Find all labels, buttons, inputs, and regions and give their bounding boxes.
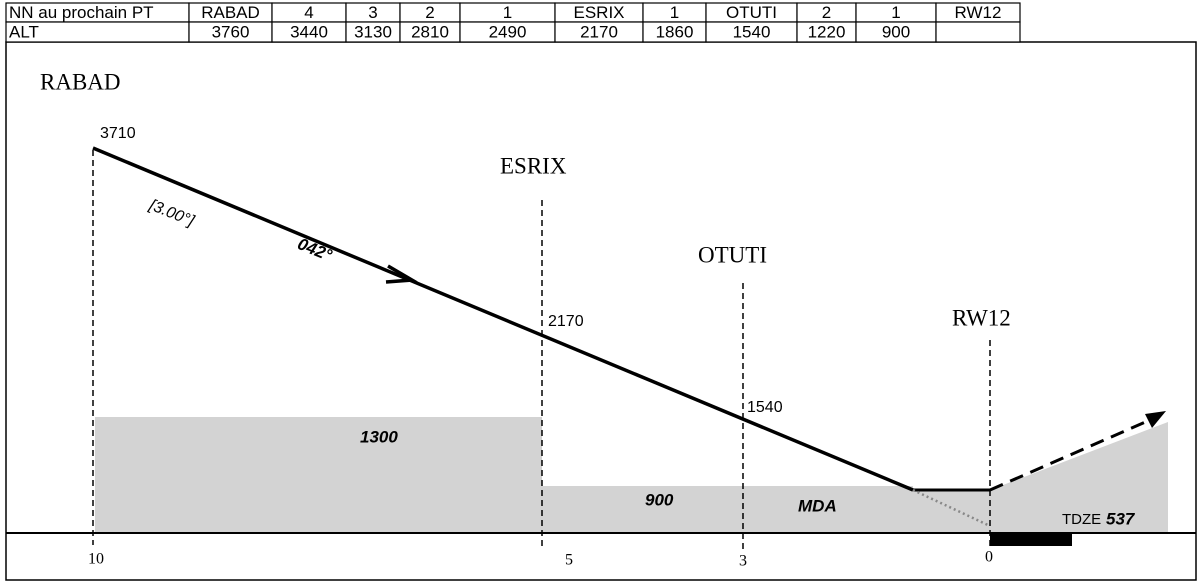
fix-altitude: 1540 (747, 399, 783, 416)
table-text: 2490 (489, 22, 527, 41)
table-text: 4 (304, 3, 313, 22)
area-900 (542, 422, 1168, 533)
distance: 3 (739, 553, 747, 570)
fix-altitude: 2170 (548, 313, 584, 330)
missed-arrow (1145, 411, 1166, 428)
minimum: 1300 (360, 427, 398, 446)
fix-lines (92, 150, 991, 550)
table-text: 3130 (354, 22, 392, 41)
fix-name: RW12 (952, 305, 1011, 330)
table-text: 1 (891, 3, 900, 22)
table-text: 1 (503, 3, 512, 22)
table-text: NN au prochain PT (9, 3, 154, 22)
table-text: 2810 (411, 22, 449, 41)
table-text: RABAD (201, 3, 260, 22)
table-text: 3440 (290, 22, 328, 41)
distance: 0 (985, 549, 993, 566)
minimum: 900 (645, 490, 674, 509)
fix-name: ESRIX (500, 153, 567, 178)
table-text: OTUTI (726, 3, 777, 22)
table-text: 1220 (808, 22, 846, 41)
table-text: ALT (9, 22, 39, 41)
table-text: 1 (670, 3, 679, 22)
altitude-table: NN au prochain PT RABAD 4 3 2 1 ESRIX 1 OTUTI 2 1 R… (5, 2, 1021, 43)
course: 042° (295, 234, 335, 265)
table-cell (935, 21, 1021, 43)
table-text: 3 (368, 3, 377, 22)
fix-altitude: 3710 (100, 125, 136, 142)
runway (990, 534, 1072, 546)
distance: 5 (565, 552, 573, 569)
distance: 10 (88, 551, 104, 568)
table-text: 2170 (580, 22, 618, 41)
table-text: 900 (882, 22, 910, 41)
mda: MDA (798, 496, 837, 515)
tdze-value: 537 (1106, 509, 1136, 528)
table-text: 2 (425, 3, 434, 22)
area-1300 (95, 417, 542, 533)
table-text: 3760 (212, 22, 250, 41)
table-text: 1540 (733, 22, 771, 41)
descent-path (92, 146, 914, 492)
tdze-label: TDZE (1062, 511, 1101, 528)
table-text: 2 (822, 3, 831, 22)
fix-name: OTUTI (698, 242, 767, 267)
fix-name: RABAD (40, 69, 121, 94)
table-text: ESRIX (573, 3, 624, 22)
glide-angle: [3.00°] (146, 196, 197, 230)
table-text: RW12 (955, 3, 1002, 22)
missed-approach (989, 418, 1151, 492)
glide-extension (912, 488, 991, 528)
path-arrow (385, 264, 418, 284)
table-text: 1860 (656, 22, 694, 41)
